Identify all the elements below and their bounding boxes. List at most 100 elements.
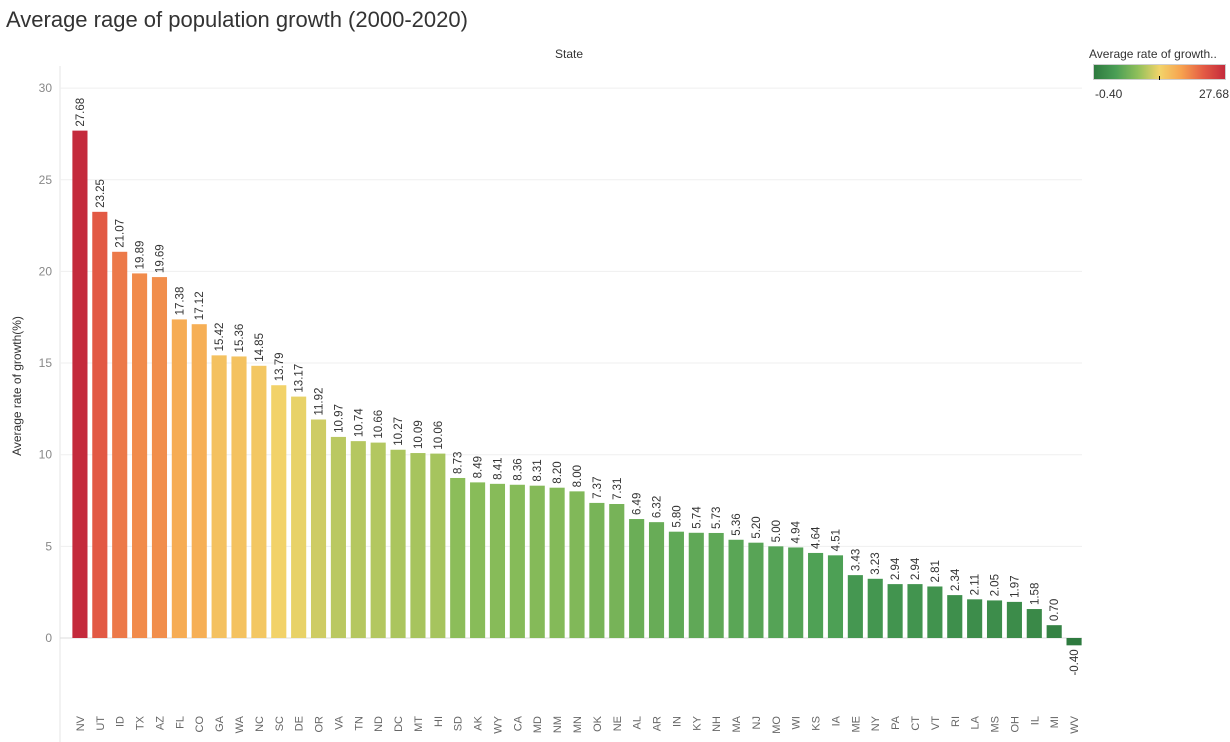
bar-ak[interactable] (470, 482, 486, 638)
bar-ms[interactable] (986, 600, 1003, 638)
bar-hi[interactable] (430, 453, 446, 638)
data-label: 3.43 (850, 549, 862, 571)
bar-wa[interactable] (231, 356, 247, 638)
y-tick-label: 25 (39, 173, 53, 187)
bar-de[interactable] (291, 396, 307, 638)
x-category-label: MI (1049, 716, 1061, 728)
bar-md[interactable] (529, 485, 545, 638)
y-tick-label: 0 (45, 631, 52, 645)
x-category-label: WV (1069, 715, 1081, 733)
bar-nm[interactable] (549, 487, 565, 638)
x-category-label: WI (791, 716, 803, 729)
bar-nj[interactable] (748, 542, 764, 638)
bar-sc[interactable] (271, 385, 287, 638)
data-label: 8.36 (512, 458, 524, 480)
x-category-label: CT (910, 716, 922, 731)
data-label: 2.34 (950, 568, 962, 591)
bar-mo[interactable] (768, 546, 784, 638)
bar-ma[interactable] (728, 539, 744, 638)
bar-nd[interactable] (370, 442, 386, 638)
bar-ky[interactable] (688, 532, 704, 638)
bar-me[interactable] (847, 575, 863, 638)
bar-mt[interactable] (410, 453, 426, 638)
x-category-label: MD (532, 716, 544, 733)
bar-ny[interactable] (867, 578, 883, 638)
x-category-label: DE (294, 716, 306, 731)
x-category-label: MT (413, 716, 425, 732)
x-category-label: AZ (154, 716, 166, 730)
x-category-label: UT (95, 716, 107, 731)
bar-al[interactable] (629, 519, 645, 638)
x-category-label: WA (234, 715, 246, 733)
bar-ct[interactable] (907, 584, 923, 638)
bar-or[interactable] (310, 419, 327, 638)
x-category-label: RI (950, 716, 962, 727)
x-category-label: TN (353, 716, 365, 731)
x-category-label: CO (194, 716, 206, 733)
data-label: 0.70 (1049, 599, 1061, 621)
bar-dc[interactable] (390, 449, 406, 638)
data-label: 1.97 (1009, 575, 1021, 597)
bar-fl[interactable] (171, 319, 187, 638)
y-tick-label: 5 (45, 539, 52, 553)
x-category-label: MS (990, 716, 1002, 733)
bar-ga[interactable] (211, 355, 227, 638)
x-category-label: OR (314, 716, 326, 733)
x-category-label: IA (830, 715, 842, 726)
bar-vt[interactable] (927, 586, 943, 638)
bar-wy[interactable] (489, 483, 506, 638)
data-label: 8.73 (453, 452, 465, 474)
data-label: 7.37 (592, 477, 604, 499)
bar-id[interactable] (112, 251, 128, 638)
bar-ar[interactable] (648, 522, 665, 638)
bar-mi[interactable] (1046, 625, 1062, 638)
bar-ks[interactable] (808, 552, 824, 638)
y-axis-ticks: 0 5 10 15 20 25 30 (39, 81, 53, 645)
bar-mn[interactable] (569, 491, 585, 638)
bar-ia[interactable] (827, 555, 844, 638)
bar-ut[interactable] (92, 211, 108, 638)
bar-ca[interactable] (509, 484, 525, 638)
bar-wi[interactable] (788, 547, 804, 638)
data-label: 13.79 (274, 352, 286, 381)
legend-gradient-bar (1093, 64, 1226, 80)
x-axis-categories: NV UT ID TX AZ FL CO GA WA NC SC DE OR VA TN ND DC MT HI SD… (75, 715, 1081, 733)
x-category-label: SD (453, 716, 465, 731)
bar-nc[interactable] (251, 365, 267, 638)
data-label: 17.12 (194, 291, 206, 320)
x-category-label: MN (572, 716, 584, 733)
bar-tn[interactable] (350, 441, 366, 638)
column-header-title: State (555, 47, 583, 61)
data-label: 5.74 (691, 506, 703, 529)
bar-ok[interactable] (589, 502, 605, 638)
bar-wv[interactable] (1066, 638, 1082, 646)
data-label: 27.68 (75, 98, 87, 127)
x-category-label: OK (592, 715, 604, 732)
bar-va[interactable] (330, 436, 346, 638)
x-category-label: VA (333, 715, 345, 730)
data-label: 2.11 (970, 574, 982, 596)
y-tick-label: 10 (39, 448, 53, 462)
bar-az[interactable] (151, 277, 168, 638)
legend-min-label: -0.40 (1095, 87, 1123, 101)
data-label: 2.81 (930, 560, 942, 582)
bar-oh[interactable] (1006, 601, 1022, 638)
page-title: Average rage of population growth (2000-… (6, 7, 468, 32)
bar-nv[interactable] (72, 130, 88, 638)
bar-pa[interactable] (887, 584, 903, 638)
x-category-label: SC (274, 716, 286, 731)
bar-co[interactable] (191, 324, 207, 638)
bar-la[interactable] (967, 599, 983, 638)
data-label: 1.58 (1029, 583, 1041, 605)
data-label: 10.97 (333, 404, 345, 433)
bar-tx[interactable] (132, 273, 148, 638)
bar-nh[interactable] (708, 532, 724, 638)
bar-il[interactable] (1026, 609, 1042, 638)
bar-sd[interactable] (450, 477, 466, 638)
x-category-label: TX (135, 715, 147, 730)
bar-ri[interactable] (947, 595, 963, 638)
x-category-label: NE (612, 716, 624, 731)
bar-ne[interactable] (609, 504, 625, 638)
bar-in[interactable] (668, 531, 684, 638)
x-category-label: AL (632, 716, 644, 729)
